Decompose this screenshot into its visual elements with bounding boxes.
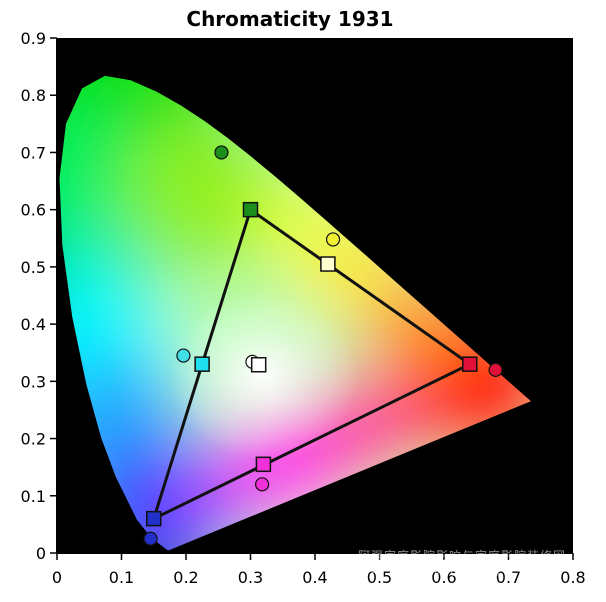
x-tick-label: 0.5 xyxy=(367,568,392,587)
watermark-line-1: 阿强家庭影院影响与家庭影院装修网 xyxy=(358,549,567,563)
y-tick-label: 0.7 xyxy=(21,143,46,162)
x-tick-label: 0.4 xyxy=(302,568,327,587)
x-tick-label: 0.8 xyxy=(560,568,585,587)
x-tick-label: 0 xyxy=(52,568,62,587)
x-tick-label: 0.2 xyxy=(173,568,198,587)
x-tick-label: 0.3 xyxy=(238,568,263,587)
measured-points xyxy=(143,145,503,546)
y-tick-label: 0.1 xyxy=(21,487,46,506)
y-tick-label: 0.3 xyxy=(21,372,46,391)
square-marker-blue xyxy=(146,510,162,527)
square-marker-yellow xyxy=(320,256,336,272)
circle-marker-magenta xyxy=(255,477,270,492)
y-tick-label: 0 xyxy=(36,544,46,563)
circle-marker-red xyxy=(488,362,503,377)
y-axis-ticks: 0 0.1 0.2 0.3 0.4 0.5 0.6 0.7 0.8 0.9 xyxy=(21,29,57,563)
square-marker-green xyxy=(242,201,259,218)
circle-marker-cyan xyxy=(176,348,191,363)
x-axis-ticks: 0 0.1 0.2 0.3 0.4 0.5 0.6 0.7 0.8 xyxy=(52,553,586,587)
x-tick-label: 0.6 xyxy=(431,568,456,587)
chart-title: Chromaticity 1931 xyxy=(186,7,393,31)
y-tick-label: 0.6 xyxy=(21,201,46,220)
y-tick-label: 0.4 xyxy=(21,315,46,334)
square-marker-cyan xyxy=(194,356,210,372)
square-marker-red xyxy=(462,356,478,372)
x-tick-label: 0.7 xyxy=(496,568,521,587)
square-marker-magenta xyxy=(255,456,272,473)
target-points xyxy=(146,201,478,527)
y-tick-label: 0.8 xyxy=(21,86,46,105)
y-tick-label: 0.9 xyxy=(21,29,46,48)
watermark: 阿强家庭影院影响与家庭影院装修网 —— www.av209.com xyxy=(358,548,598,580)
square-marker-white xyxy=(250,356,267,373)
x-tick-label: 0.1 xyxy=(109,568,134,587)
circle-marker-green xyxy=(214,145,229,160)
axes: 0 0.1 0.2 0.3 0.4 0.5 0.6 0.7 0.8 00.10.20.30.40… xyxy=(21,29,586,587)
y-tick-label: 0.5 xyxy=(21,258,46,277)
y-tick-label: 0.2 xyxy=(21,430,46,449)
watermark-line-2: —— www.av209.com xyxy=(358,565,501,579)
circle-marker-blue xyxy=(143,531,158,546)
circle-marker-yellow xyxy=(325,232,341,247)
